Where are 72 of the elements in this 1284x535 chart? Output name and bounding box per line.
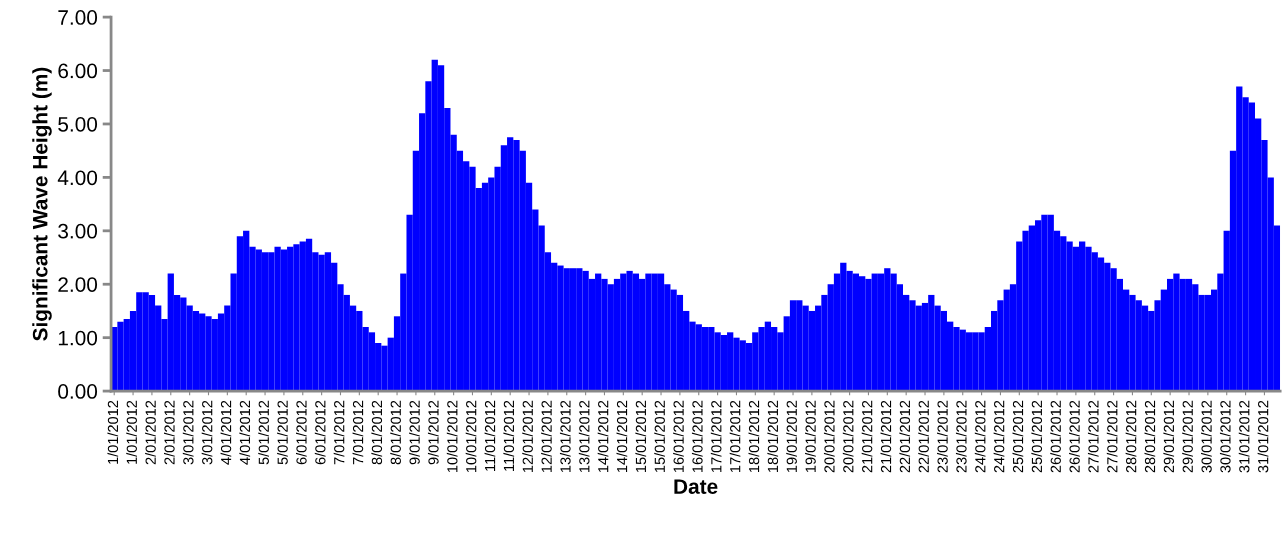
x-tick-label: 23/01/2012 xyxy=(937,400,948,473)
x-tick-label: 16/01/2012 xyxy=(673,400,684,472)
y-tick-label: 4.00 xyxy=(57,170,98,186)
x-tick-label: 27/01/2012 xyxy=(1106,400,1118,473)
x-tick-label: 21/01/2012 xyxy=(861,400,873,473)
x-tick-label: 2/01/2012 xyxy=(145,400,156,465)
x-tick-label: 15/01/2012 xyxy=(635,400,647,472)
x-tick-label: 1/01/2012 xyxy=(107,400,119,464)
x-tick-label: 9/01/2012 xyxy=(427,400,439,465)
x-tick-label: 6/01/2012 xyxy=(314,400,326,465)
x-tick-label: 22/01/2012 xyxy=(918,400,929,473)
y-tick-label: 1.00 xyxy=(58,330,98,346)
x-tick-label: 15/01/2012 xyxy=(654,400,665,472)
x-tick-label: 24/01/2012 xyxy=(993,400,1005,473)
x-tick-label: 13/01/2012 xyxy=(578,400,590,472)
y-tick-label: 0.00 xyxy=(58,384,98,399)
x-tick-label: 20/01/2012 xyxy=(842,400,854,473)
x-tick-label: 19/01/2012 xyxy=(805,400,816,472)
x-tick-label: 26/01/2012 xyxy=(1050,400,1061,473)
y-tick-label: 5.00 xyxy=(58,116,98,132)
x-tick-label: 24/01/2012 xyxy=(974,400,986,473)
y-tick-label: 3.00 xyxy=(58,223,98,239)
x-tick-label: 31/01/2012 xyxy=(1238,400,1250,473)
x-tick-label: 17/01/2012 xyxy=(710,400,722,472)
x-tick-label: 17/01/2012 xyxy=(729,400,741,472)
x-tick-label: 8/01/2012 xyxy=(390,400,401,465)
x-tick-label: 12/01/2012 xyxy=(541,400,552,472)
x-tick-label: 5/01/2012 xyxy=(258,400,269,465)
x-tick-label: 20/01/2012 xyxy=(823,400,835,473)
x-tick-label: 28/01/2012 xyxy=(1144,400,1156,473)
x-tick-label: 3/01/2012 xyxy=(182,400,194,465)
x-tick-label: 2/01/2012 xyxy=(163,400,175,465)
x-tick-label: 16/01/2012 xyxy=(691,400,703,472)
x-tick-label: 14/01/2012 xyxy=(616,400,628,472)
x-tick-label: 4/01/2012 xyxy=(220,400,232,465)
x-tick-label: 30/01/2012 xyxy=(1219,400,1231,473)
x-tick-label: 29/01/2012 xyxy=(1182,400,1193,473)
x-tick-label: 21/01/2012 xyxy=(880,400,892,473)
x-tick-label: 3/01/2012 xyxy=(201,400,213,465)
x-tick-label: 7/01/2012 xyxy=(333,400,345,465)
x-tick-label: 29/01/2012 xyxy=(1163,400,1175,473)
x-tick-label: 12/01/2012 xyxy=(522,400,533,472)
x-tick-label: 14/01/2012 xyxy=(597,400,609,472)
x-tick-label: 18/01/2012 xyxy=(748,400,760,472)
x-tick-label: 31/01/2012 xyxy=(1257,400,1269,473)
y-tick-label: 6.00 xyxy=(58,63,98,79)
x-tick-label: 30/01/2012 xyxy=(1201,400,1212,473)
x-tick-label: 11/01/2012 xyxy=(484,400,496,471)
x-tick-label: 4/01/2012 xyxy=(239,400,251,465)
x-tick-label: 22/01/2012 xyxy=(899,400,911,473)
x-tick-label: 6/01/2012 xyxy=(295,400,307,465)
y-axis-title: Significant Wave Height (m) xyxy=(32,67,52,341)
x-tick-label: 13/01/2012 xyxy=(559,400,571,472)
x-tick-label: 18/01/2012 xyxy=(767,400,779,472)
x-tick-label: 10/01/2012 xyxy=(465,400,477,472)
x-axis-title: Date xyxy=(674,479,718,494)
y-tick-label: 2.00 xyxy=(58,277,98,292)
x-tick-label: 27/01/2012 xyxy=(1087,400,1099,473)
x-tick-label: 5/01/2012 xyxy=(277,400,288,465)
x-tick-label: 7/01/2012 xyxy=(352,400,364,465)
x-tick-label: 25/01/2012 xyxy=(1031,400,1043,473)
x-tick-label: 19/01/2012 xyxy=(786,400,797,472)
x-tick-label: 23/01/2012 xyxy=(955,400,967,473)
y-tick-label: 7.00 xyxy=(58,10,98,25)
x-tick-label: 28/01/2012 xyxy=(1125,400,1137,473)
x-tick-label: 1/01/2012 xyxy=(126,400,137,464)
x-tick-label: 8/01/2012 xyxy=(371,400,383,465)
x-tick-label: 10/01/2012 xyxy=(446,400,458,472)
x-tick-label: 26/01/2012 xyxy=(1069,400,1080,473)
x-tick-label: 25/01/2012 xyxy=(1012,400,1024,473)
x-tick-label: 9/01/2012 xyxy=(409,400,420,465)
x-tick-label: 11/01/2012 xyxy=(503,400,515,471)
